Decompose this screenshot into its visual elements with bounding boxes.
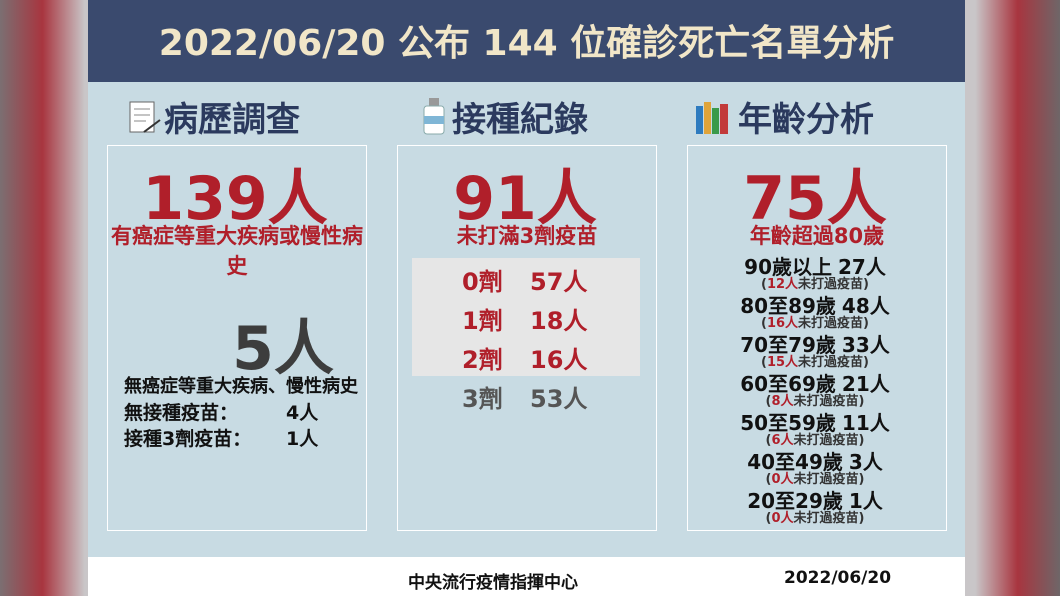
age-deaths: 21人 bbox=[841, 372, 890, 396]
note: 年齡超過80歲 bbox=[749, 224, 885, 248]
note: 無癌症等重大疾病、慢性病史 bbox=[124, 376, 358, 397]
age-row: 50至59歲 11人 bbox=[690, 407, 940, 436]
detail-label: 無接種疫苗： bbox=[124, 402, 239, 424]
note-suffix: 未打過疫苗) bbox=[793, 511, 865, 526]
age-row: 60至69歲 21人 bbox=[690, 368, 940, 397]
age-group: 90歲以上 bbox=[744, 255, 832, 279]
unvaccinated: 0人 bbox=[771, 472, 794, 487]
age-group: 50至59歲 bbox=[740, 411, 836, 435]
title: 2022/06/20 公布 144 位確診死亡名單分析 bbox=[88, 0, 965, 82]
age-deaths: 33人 bbox=[841, 333, 890, 357]
detail-count: 1人 bbox=[286, 428, 319, 450]
age-deaths: 1人 bbox=[848, 489, 883, 513]
section-title: 年齡分析 bbox=[738, 100, 874, 140]
big-number: 139人 bbox=[142, 164, 328, 234]
detail-count: 4人 bbox=[286, 402, 319, 424]
section-title: 接種紀錄 bbox=[452, 100, 588, 140]
dose-label: 1劑 bbox=[462, 307, 503, 335]
age-group: 20至29歲 bbox=[747, 489, 843, 513]
dose-count: 53人 bbox=[530, 385, 588, 413]
age-group: 80至89歲 bbox=[740, 294, 836, 318]
age-note: (6人未打過疫苗) bbox=[690, 429, 940, 448]
age-deaths: 3人 bbox=[848, 450, 883, 474]
unvaccinated: 16人 bbox=[766, 316, 799, 331]
document-icon bbox=[129, 101, 161, 133]
dose-label: 3劑 bbox=[462, 385, 503, 413]
unvaccinated: 8人 bbox=[771, 394, 794, 409]
dose-row: 2劑 16人 bbox=[412, 336, 640, 375]
note-suffix: 未打過疫苗) bbox=[798, 355, 869, 370]
age-note: (0人未打過疫苗) bbox=[690, 468, 940, 487]
paren: ( bbox=[765, 433, 772, 448]
note-suffix: 未打過疫苗) bbox=[793, 472, 865, 487]
dose-count: 18人 bbox=[530, 307, 588, 335]
dose-label: 2劑 bbox=[462, 346, 503, 374]
age-note: (8人未打過疫苗) bbox=[690, 390, 940, 409]
books-icon bbox=[696, 102, 728, 134]
age-group: 70至79歲 bbox=[740, 333, 836, 357]
section-title: 病歷調查 bbox=[164, 100, 300, 140]
age-group: 40至49歲 bbox=[747, 450, 843, 474]
vial-icon bbox=[423, 98, 445, 135]
detail-label: 接種3劑疫苗： bbox=[124, 428, 252, 450]
age-row: 80至89歲 48人 bbox=[690, 290, 940, 319]
note: 未打滿3劑疫苗 bbox=[456, 224, 598, 248]
panel-box bbox=[397, 145, 657, 531]
dose-label: 0劑 bbox=[462, 268, 503, 296]
date: 2022/06/20 bbox=[784, 568, 892, 588]
note: 有癌症等重大疾病或慢性病史 bbox=[111, 224, 363, 278]
big-number: 75人 bbox=[743, 164, 887, 234]
age-deaths: 11人 bbox=[841, 411, 890, 435]
note-suffix: 未打過疫苗) bbox=[798, 277, 869, 292]
paren: ( bbox=[765, 472, 772, 487]
footer bbox=[88, 557, 965, 596]
unvaccinated: 0人 bbox=[771, 511, 794, 526]
panel-box bbox=[687, 145, 947, 531]
note-suffix: 未打過疫苗) bbox=[798, 316, 869, 331]
paren: ( bbox=[765, 394, 772, 409]
age-row: 90歲以上 27人 bbox=[690, 251, 940, 280]
note-suffix: 未打過疫苗) bbox=[793, 433, 865, 448]
unvaccinated: 6人 bbox=[771, 433, 794, 448]
paren: ( bbox=[765, 511, 772, 526]
panel-box bbox=[107, 145, 367, 531]
age-row: 20至29歲 1人 bbox=[690, 485, 940, 514]
age-note: (0人未打過疫苗) bbox=[690, 507, 940, 526]
age-group: 60至69歲 bbox=[740, 372, 836, 396]
dose-count: 57人 bbox=[530, 268, 588, 296]
big-number: 5人 bbox=[232, 314, 334, 384]
dose-row: 1劑 18人 bbox=[412, 297, 640, 336]
dose-row: 3劑 53人 bbox=[412, 375, 640, 414]
source: 中央流行疫情指揮中心 bbox=[408, 573, 578, 593]
age-deaths: 27人 bbox=[838, 255, 886, 279]
age-note: (16人未打過疫苗) bbox=[690, 312, 940, 331]
big-number: 91人 bbox=[453, 164, 597, 234]
unvaccinated: 12人 bbox=[766, 277, 799, 292]
note-suffix: 未打過疫苗) bbox=[793, 394, 865, 409]
dose-count: 16人 bbox=[530, 346, 588, 374]
age-row: 40至49歲 3人 bbox=[690, 446, 940, 475]
unvaccinated: 15人 bbox=[766, 355, 799, 370]
age-note: (12人未打過疫苗) bbox=[690, 273, 940, 292]
paren: ( bbox=[761, 277, 767, 292]
paren: ( bbox=[761, 355, 767, 370]
paren: ( bbox=[761, 316, 767, 331]
age-row: 70至79歲 33人 bbox=[690, 329, 940, 358]
dose-row: 0劑 57人 bbox=[412, 258, 640, 297]
age-note: (15人未打過疫苗) bbox=[690, 351, 940, 370]
highlight bbox=[412, 258, 640, 376]
age-deaths: 48人 bbox=[841, 294, 890, 318]
